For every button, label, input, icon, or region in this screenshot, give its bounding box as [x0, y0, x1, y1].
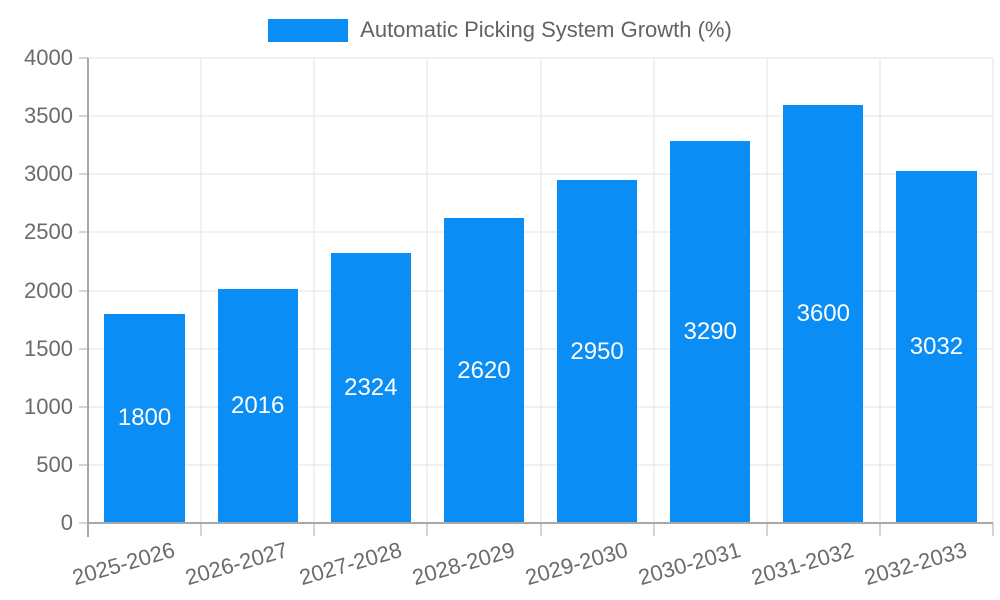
bar[interactable]: 2950: [556, 180, 638, 523]
y-axis-tick-label: 3500: [24, 103, 73, 129]
legend-label: Automatic Picking System Growth (%): [360, 17, 732, 42]
y-axis-tick: [79, 464, 88, 466]
x-axis-tick: [200, 523, 202, 536]
y-axis-tick: [79, 522, 88, 524]
bar-value-label: 3032: [909, 332, 964, 360]
gridline-vertical: [313, 58, 315, 523]
y-axis-tick-label: 3000: [24, 161, 73, 187]
x-axis-label-slot: 2032-2033: [862, 523, 993, 595]
bar[interactable]: 2620: [443, 218, 525, 523]
legend: Automatic Picking System Growth (%): [0, 17, 1000, 43]
bar-value-label: 3600: [796, 299, 850, 327]
y-axis-tick-label: 1000: [24, 393, 73, 419]
y-axis-tick: [79, 290, 88, 291]
bar[interactable]: 2016: [217, 288, 298, 523]
y-axis-tick: [79, 231, 88, 233]
y-axis-line: [87, 58, 89, 537]
y-axis-tick: [79, 406, 88, 408]
legend-swatch-icon: [268, 18, 349, 42]
y-axis-tick-label: 2500: [24, 219, 73, 245]
y-axis-tick-label: 4000: [24, 45, 73, 70]
y-axis-tick-label: 1500: [24, 335, 73, 361]
x-axis-label-slot: 2025-2026: [70, 523, 201, 595]
y-axis-tick-label: 500: [36, 451, 73, 477]
bar[interactable]: 2324: [330, 252, 411, 523]
gridline-vertical: [879, 58, 881, 523]
plot-area: 0 500 1000 1500 2000 2500 3000 3500 4000 1800 2025…: [24, 47, 994, 590]
x-axis-tick: [879, 523, 881, 536]
x-axis-tick: [653, 523, 655, 536]
bar-value-label: 2620: [457, 356, 511, 384]
x-axis-tick: [313, 523, 315, 536]
bar[interactable]: 1800: [104, 313, 185, 523]
x-axis-label-slot: 2030-2031: [635, 523, 767, 595]
x-axis-line: [87, 522, 993, 524]
bar-value-label: 2324: [344, 373, 398, 401]
gridline-vertical: [200, 58, 202, 523]
x-axis-tick: [992, 523, 994, 536]
x-axis-label-slot: 2031-2032: [749, 523, 880, 595]
bar[interactable]: 3032: [896, 170, 977, 523]
y-axis-tick: [79, 173, 88, 175]
x-axis-tick: [766, 523, 768, 536]
x-axis-tick: [426, 523, 428, 536]
x-axis-tick-label: 2025-2026: [69, 537, 178, 591]
bar[interactable]: 3290: [670, 140, 751, 523]
bar-value-label: 2950: [570, 337, 624, 365]
x-axis-label-slot: 2027-2028: [296, 523, 427, 595]
x-axis-tick: [540, 523, 541, 536]
x-axis-label-slot: 2026-2027: [183, 523, 314, 595]
gridline-vertical: [766, 58, 768, 523]
y-axis-tick-label: 0: [60, 510, 73, 535]
bar-value-label: 3290: [683, 317, 737, 345]
gridline-vertical: [653, 58, 655, 523]
y-axis-tick: [79, 348, 88, 350]
bar-value-label: 2016: [230, 391, 285, 419]
bar-value-label: 1800: [117, 404, 172, 432]
x-axis-label-slot: 2028-2029: [409, 523, 540, 595]
gridline-vertical: [540, 58, 541, 523]
y-axis-tick-label: 2000: [24, 277, 73, 303]
y-axis-tick: [79, 57, 88, 59]
gridline-vertical: [426, 58, 428, 523]
legend-item[interactable]: Automatic Picking System Growth (%): [268, 17, 732, 43]
gridline-vertical: [992, 58, 994, 523]
x-axis-label-slot: 2029-2030: [522, 523, 654, 595]
bar[interactable]: 3600: [783, 104, 864, 523]
y-axis-tick: [79, 115, 88, 117]
